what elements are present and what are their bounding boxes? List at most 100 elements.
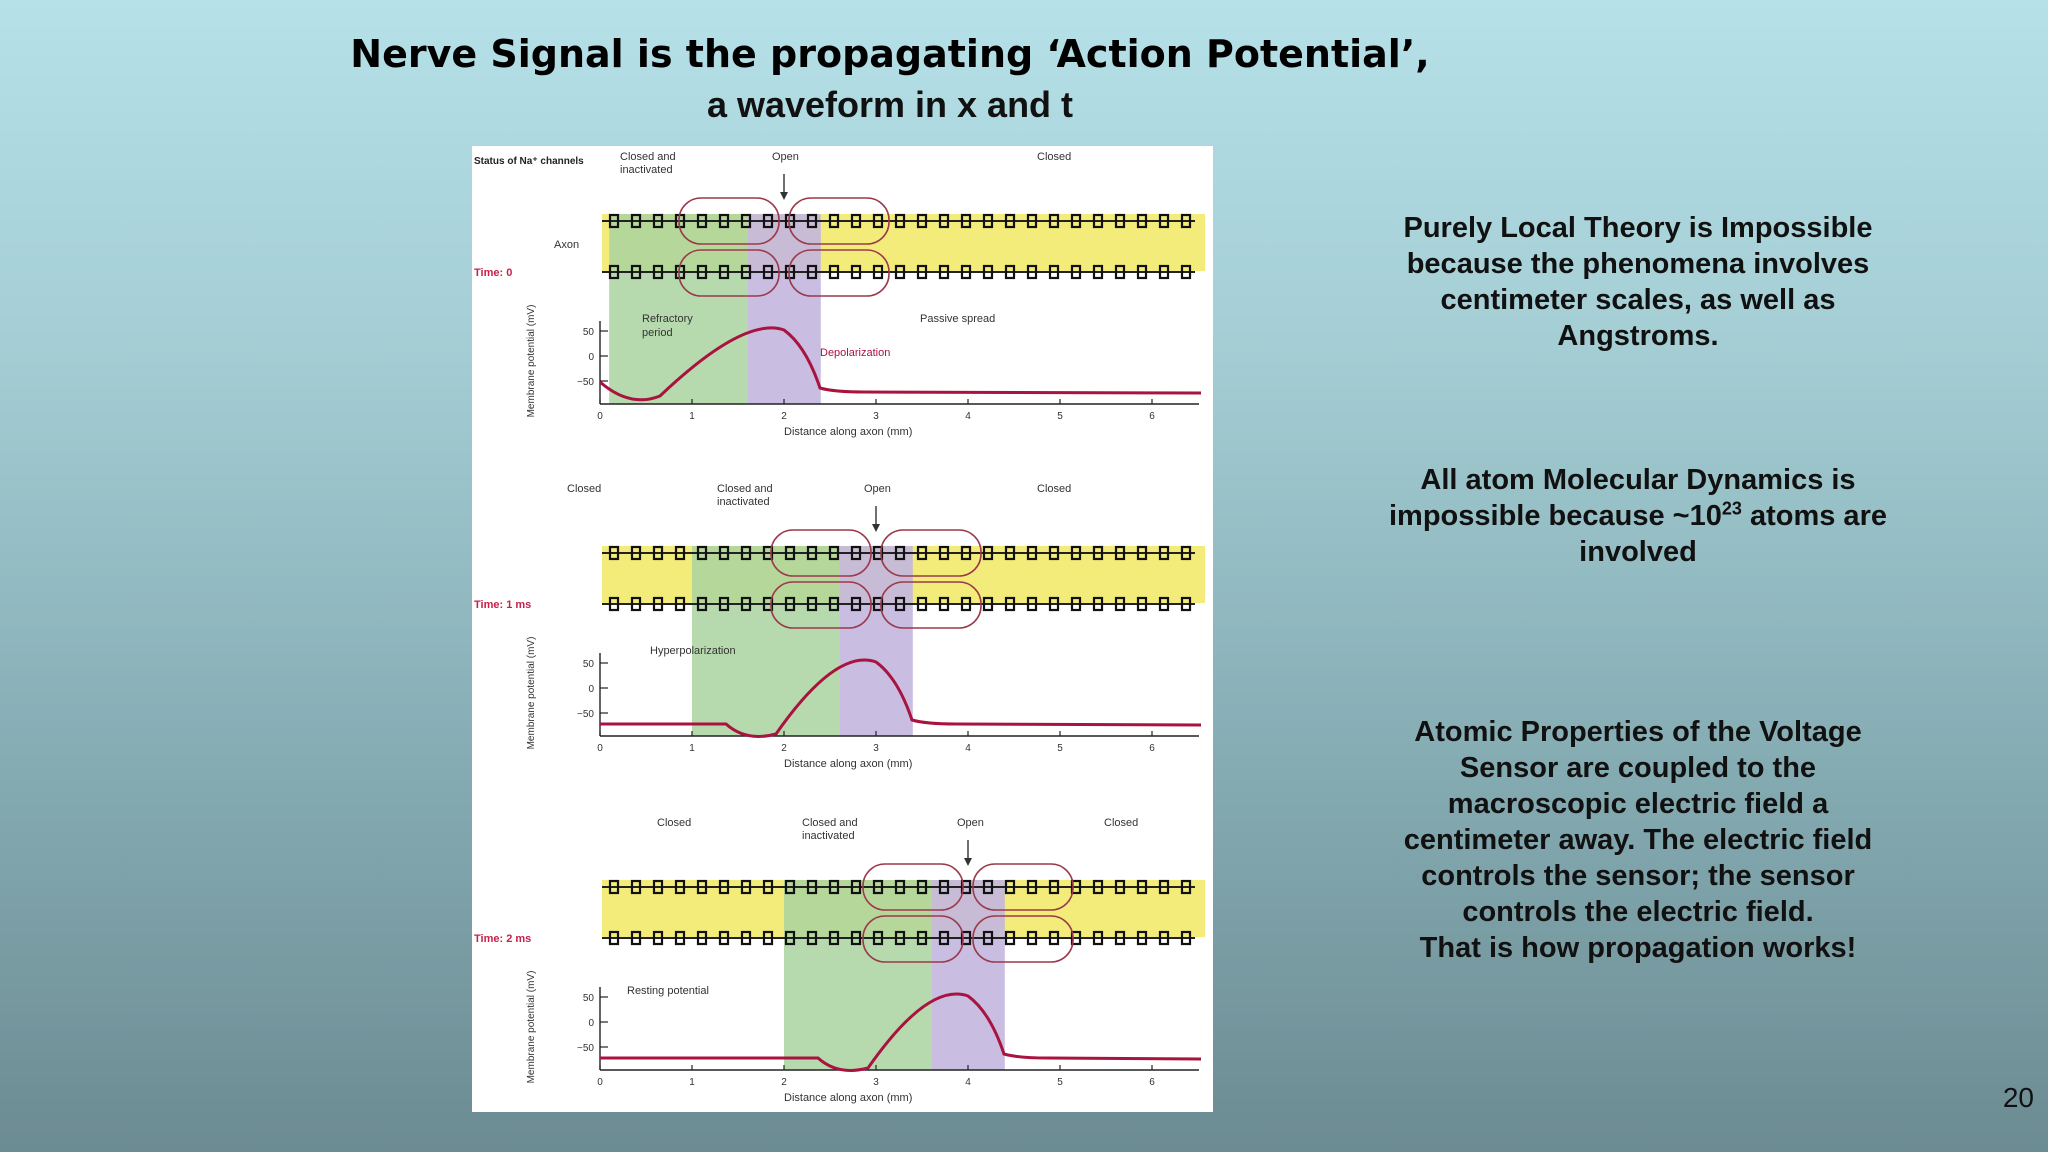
action-potential-diagram: Status of Na⁺ channels Closed andinactiva…: [474, 151, 1205, 1104]
na-channel: [718, 879, 730, 895]
channel-state-label: inactivated: [802, 830, 855, 842]
na-channel: [1114, 879, 1126, 895]
na-channel: [806, 545, 818, 561]
na-channel: [608, 545, 620, 561]
na-channel: [1092, 596, 1104, 612]
na-channel: [652, 213, 664, 229]
na-channel: [1114, 930, 1126, 946]
na-channel: [1048, 596, 1060, 612]
na-channel: [960, 264, 972, 280]
na-channel: [1136, 213, 1148, 229]
y-tick-label: 0: [588, 352, 594, 363]
na-channel: [1136, 596, 1148, 612]
channel-state-label: Closed: [1104, 817, 1138, 829]
na-channel: [1026, 213, 1038, 229]
na-channel: [1092, 264, 1104, 280]
na-channel: [1004, 596, 1016, 612]
na-channel: [938, 213, 950, 229]
channel-state-label: inactivated: [717, 496, 770, 508]
na-channel: [1158, 879, 1170, 895]
x-tick-label: 3: [873, 1077, 879, 1088]
na-channel: [916, 879, 928, 895]
current-loop: [862, 915, 964, 963]
na-channel: [1004, 879, 1016, 895]
na-channel: [806, 596, 818, 612]
na-channel: [938, 545, 950, 561]
x-tick-label: 2: [781, 411, 787, 422]
na-channel: [718, 264, 730, 280]
na-channel: [608, 213, 620, 229]
na-channel: [938, 596, 950, 612]
slide-subtitle: a waveform in x and t: [706, 84, 1074, 125]
na-channel: [894, 879, 906, 895]
na-channel: [740, 264, 752, 280]
na-channel: [828, 545, 840, 561]
na-channel: [1048, 213, 1060, 229]
na-channel: [1026, 545, 1038, 561]
na-channel: [762, 930, 774, 946]
na-channel: [872, 545, 884, 561]
page-number: 20: [2002, 1082, 2034, 1113]
action-potential-trace: [600, 992, 1202, 1072]
na-channel: [718, 213, 730, 229]
na-channel: [1092, 545, 1104, 561]
y-axis-label: Membrane potential (mV): [526, 971, 537, 1084]
na-channel: [1070, 930, 1082, 946]
na-channel: [740, 879, 752, 895]
na-channel: [652, 596, 664, 612]
na-channel: [850, 930, 862, 946]
x-axis-label: Distance along axon (mm): [784, 758, 912, 770]
current-loop: [788, 249, 890, 297]
y-tick-label: 0: [588, 1018, 594, 1029]
na-channel: [1070, 879, 1082, 895]
na-channel: [608, 930, 620, 946]
channel-state-label: Closed: [1037, 151, 1071, 163]
na-channel: [696, 930, 708, 946]
na-channel: [1004, 930, 1016, 946]
na-channel: [1070, 264, 1082, 280]
na-channel: [674, 930, 686, 946]
depolarized-zone: [747, 214, 821, 404]
na-channel: [630, 545, 642, 561]
y-tick-label: 0: [588, 684, 594, 695]
x-tick-label: 0: [597, 411, 603, 422]
y-tick-label: −50: [577, 1043, 594, 1054]
na-channel: [740, 596, 752, 612]
na-channel: [608, 879, 620, 895]
na-channel: [696, 264, 708, 280]
na-channel: [608, 596, 620, 612]
na-channel: [828, 596, 840, 612]
na-channel: [630, 879, 642, 895]
na-channel: [1048, 264, 1060, 280]
na-channel: [1180, 213, 1192, 229]
y-tick-label: 50: [583, 327, 595, 338]
na-channel: [652, 264, 664, 280]
na-channel: [982, 213, 994, 229]
na-channel: [1092, 213, 1104, 229]
na-channel: [1070, 596, 1082, 612]
na-channel: [872, 264, 884, 280]
na-channel: [960, 213, 972, 229]
current-loop: [678, 249, 780, 297]
na-channel: [696, 879, 708, 895]
na-channel: [1048, 930, 1060, 946]
x-tick-label: 2: [781, 743, 787, 754]
na-channel: [894, 213, 906, 229]
na-channel: [938, 264, 950, 280]
y-tick-label: 50: [583, 993, 595, 1004]
na-channel: [1026, 596, 1038, 612]
y-tick-label: −50: [577, 377, 594, 388]
na-channel: [806, 213, 818, 229]
side-text-voltage-sensor: Atomic Properties of the Voltage Sensor …: [1378, 714, 1898, 966]
na-channel: [1114, 545, 1126, 561]
current-loop: [862, 863, 964, 911]
na-channel: [1004, 213, 1016, 229]
time-label: Time: 0: [474, 267, 512, 279]
na-channel: [696, 545, 708, 561]
na-channel: [718, 596, 730, 612]
na-channel: [1026, 264, 1038, 280]
na-channel: [1070, 213, 1082, 229]
current-loop: [678, 197, 780, 245]
na-channel: [762, 596, 774, 612]
action-potential-figure: Status of Na⁺ channels Closed and inactiva…: [472, 146, 1213, 1112]
